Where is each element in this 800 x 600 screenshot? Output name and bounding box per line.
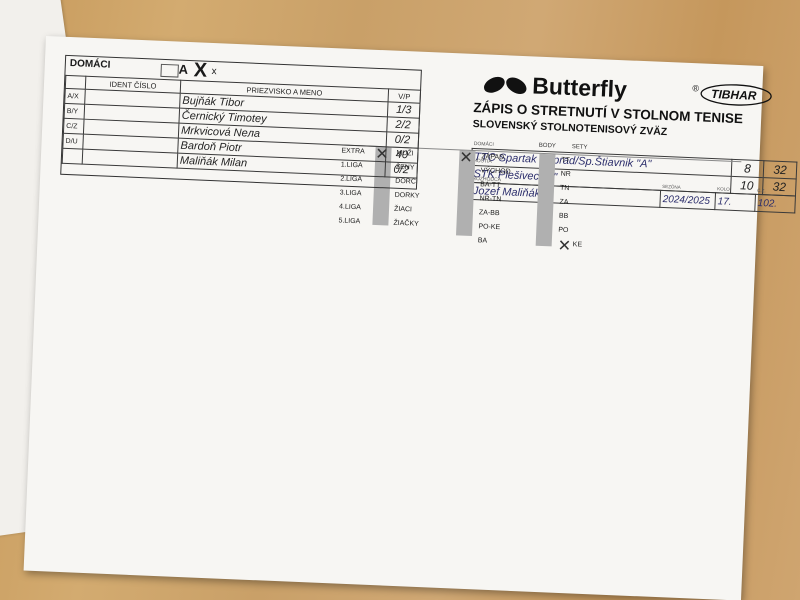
svg-text:Butterfly: Butterfly <box>532 72 628 102</box>
svg-text:®: ® <box>692 83 699 93</box>
svg-text:TIBHAR: TIBHAR <box>711 87 757 103</box>
